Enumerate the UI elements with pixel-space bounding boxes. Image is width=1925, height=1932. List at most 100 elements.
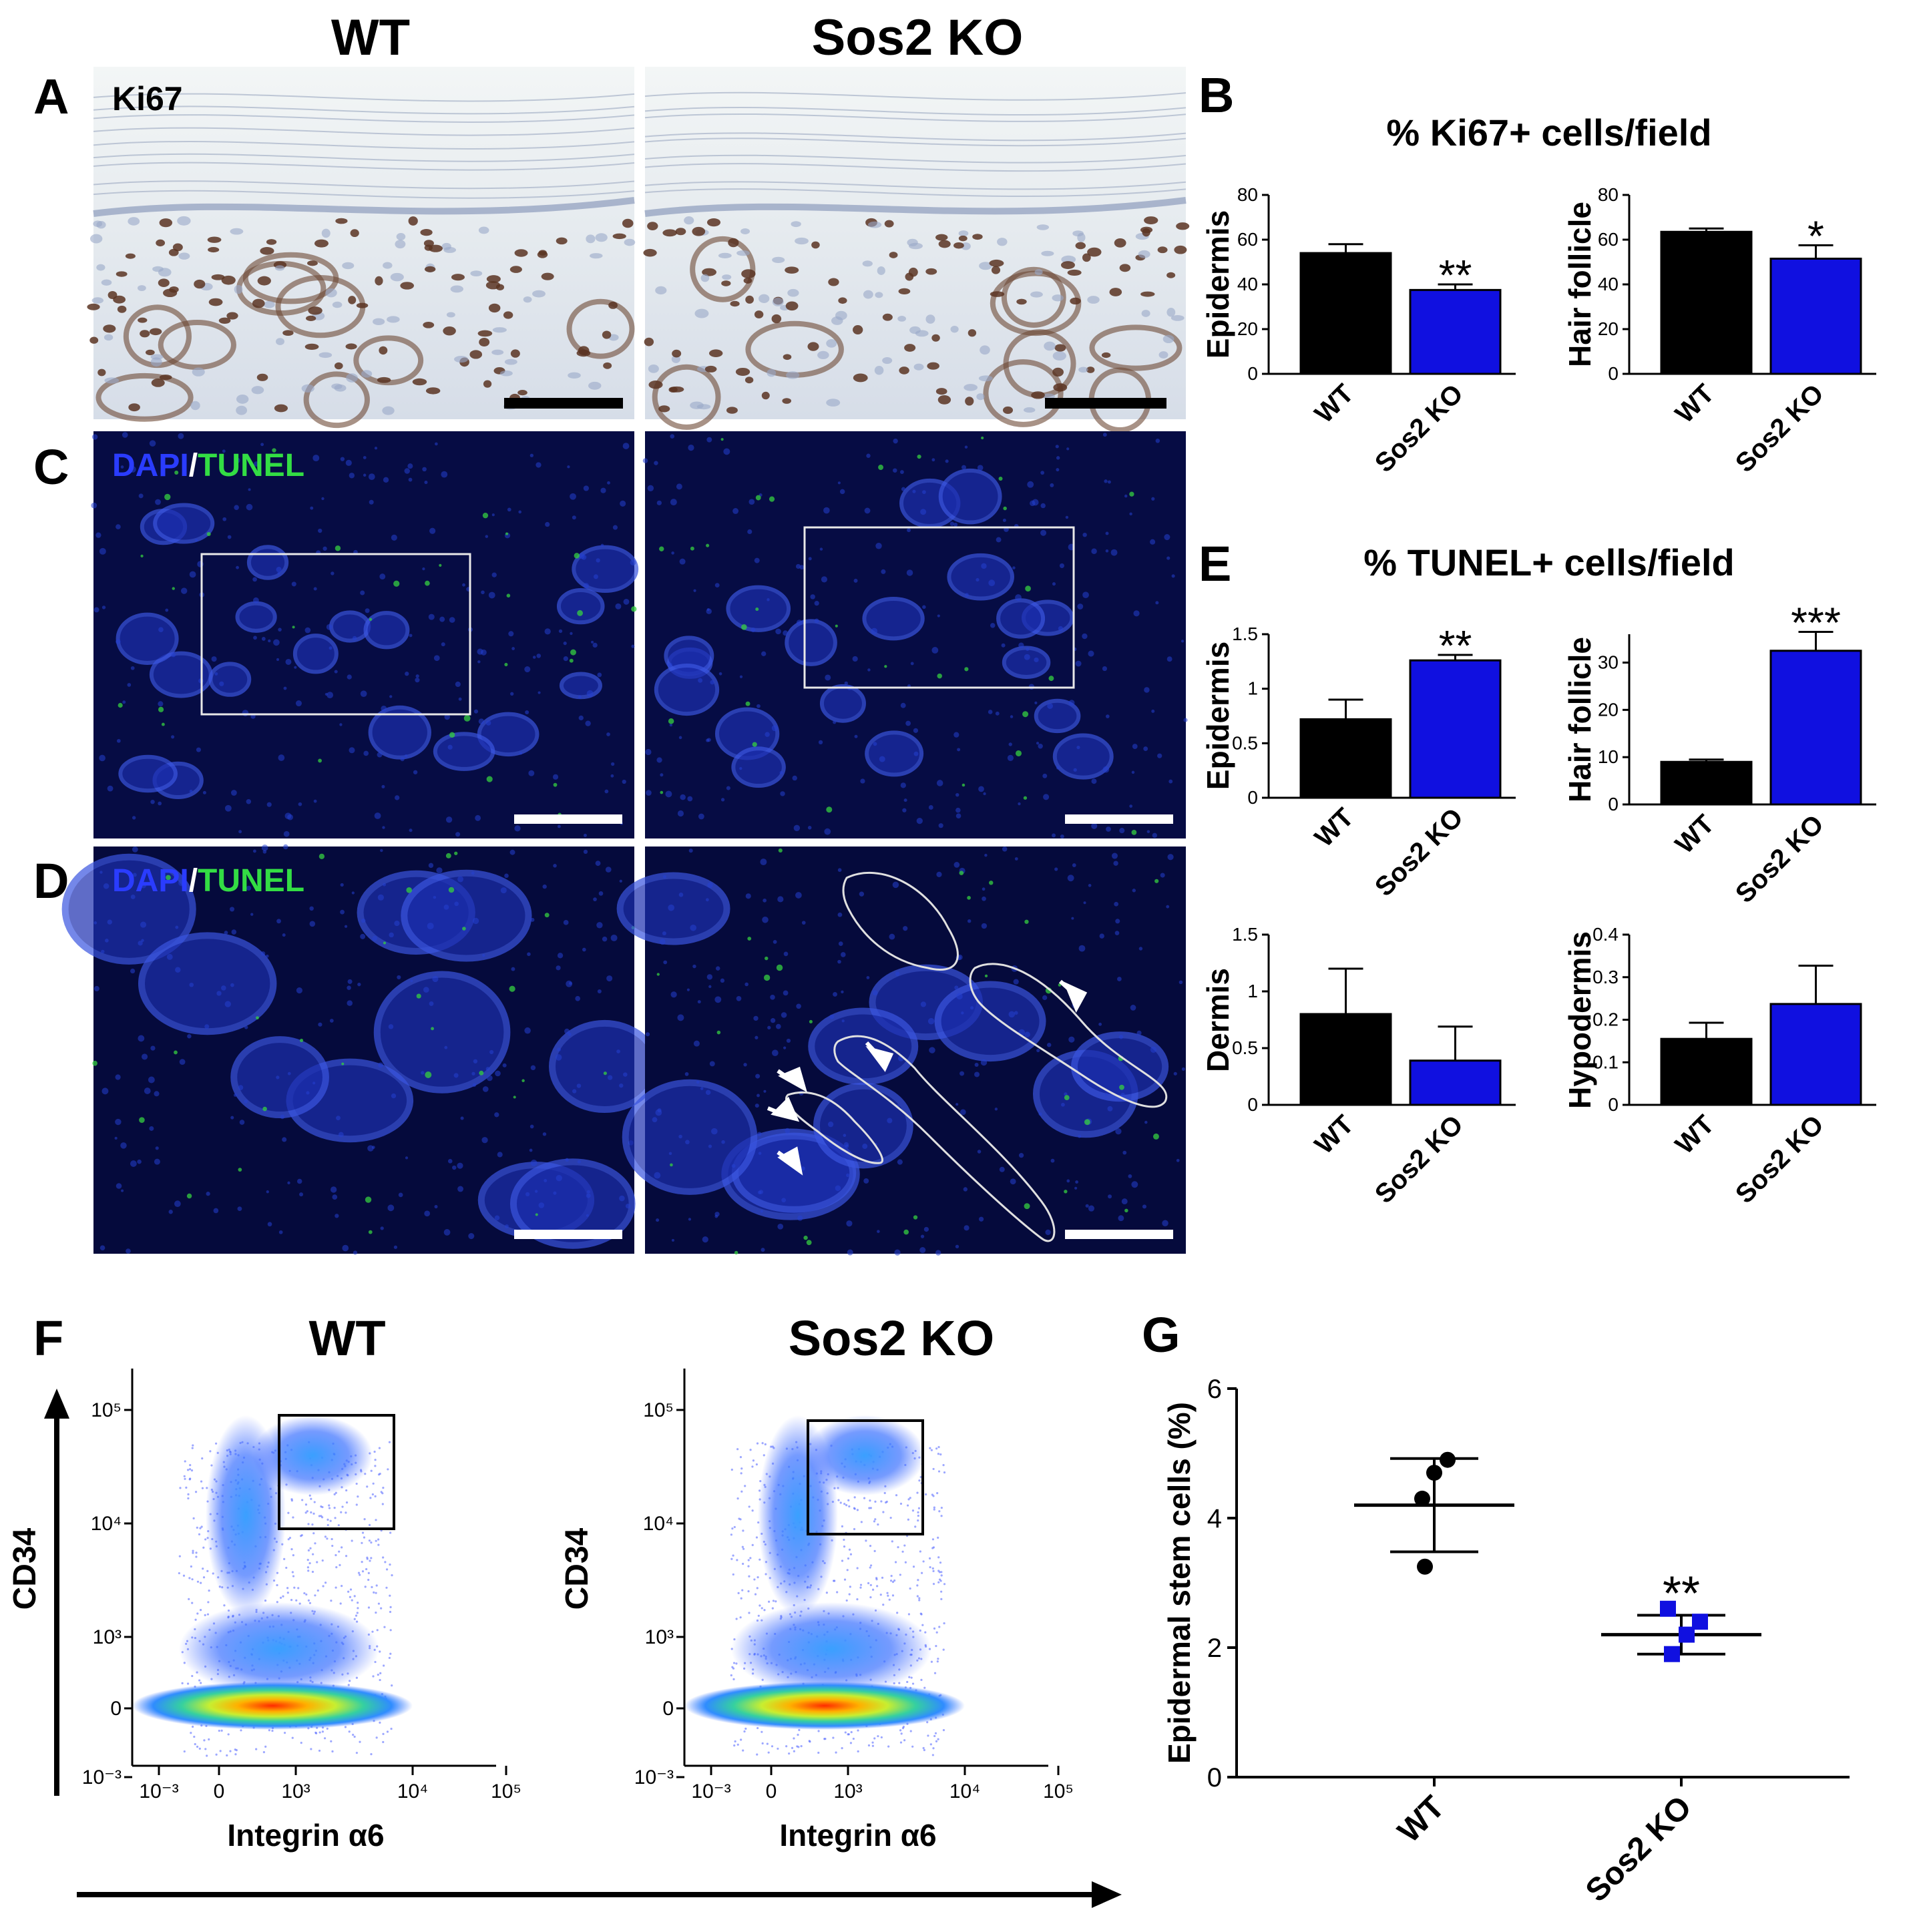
y-tick-label: 40 <box>1237 274 1258 294</box>
scale-bar <box>1065 1230 1173 1239</box>
x-tick-label: Sos2 KO <box>1730 809 1830 909</box>
y-tick-label: 0.1 <box>1592 1051 1619 1072</box>
flow-cluster <box>179 1602 379 1696</box>
x-tick-label: Sos2 KO <box>1369 379 1469 478</box>
y-tick-label: 1.5 <box>1232 624 1258 644</box>
y-axis-label: Epidermis <box>1201 210 1235 358</box>
bar-sos2ko <box>1769 1003 1862 1106</box>
bar-sos2ko <box>1409 659 1502 799</box>
flow-x-tick-label: 10³ <box>833 1780 862 1802</box>
flow-y-tick-label: 10³ <box>645 1626 674 1648</box>
chart-e-dermis: 0 0.5 1 1.5 Dermis WT Sos2 KO <box>1201 924 1516 1209</box>
x-tick-label: WT <box>1670 809 1720 859</box>
flow-y-tick-label: 0 <box>110 1698 122 1720</box>
flow-cluster <box>758 1415 838 1616</box>
flow-x-tick-label: 10⁴ <box>949 1780 980 1802</box>
y-tick-label: 0.5 <box>1232 1037 1258 1058</box>
scale-bar <box>1045 398 1166 409</box>
y-tick-label: 0 <box>1247 787 1258 808</box>
y-tick-label: 0.3 <box>1592 967 1619 987</box>
follicle-outline <box>785 1091 884 1164</box>
flow-y-tick-label: 10⁻³ <box>634 1766 674 1788</box>
stain-label-ki67: Ki67 <box>112 80 183 117</box>
y-tick-label: 0 <box>1608 1094 1619 1115</box>
flow-y-tick-label: 10⁵ <box>643 1399 674 1421</box>
y-tick-label: 0 <box>1247 363 1258 384</box>
y-tick-label: 0.5 <box>1232 732 1258 753</box>
flow-hotspot <box>132 1682 413 1730</box>
tunel-image-wt-low <box>91 431 639 838</box>
y-tick-label: 1 <box>1247 981 1258 1001</box>
flow-gate <box>278 1414 395 1530</box>
tunel-image-wt-zoom <box>61 844 660 1255</box>
y-tick-label: 30 <box>1598 652 1619 673</box>
tunel-image-sos2ko-low <box>642 431 1188 838</box>
y-tick-label: 0 <box>1247 1094 1258 1115</box>
x-tick-label: Sos2 KO <box>1369 802 1469 902</box>
ki67-image-wt <box>87 67 636 429</box>
y-tick-label: 80 <box>1237 184 1258 205</box>
bar-sos2ko <box>1409 1059 1502 1106</box>
significance-marker: ** <box>1663 1567 1700 1621</box>
follicle-outline <box>842 871 959 971</box>
bar-wt <box>1660 760 1753 806</box>
flow-x-tick-label: 10⁵ <box>1043 1780 1074 1802</box>
y-axis-label: Epidermis <box>1201 642 1235 790</box>
y-axis-label: Dermis <box>1201 968 1235 1072</box>
data-point-sos2ko <box>1660 1600 1676 1617</box>
flow-x-tick-label: 0 <box>214 1780 225 1802</box>
y-tick-label: 20 <box>1598 699 1619 720</box>
flow-cluster <box>805 1415 925 1495</box>
y-tick-label: 0 <box>1207 1763 1222 1792</box>
y-tick-label: 20 <box>1237 318 1258 339</box>
data-point-wt <box>1417 1558 1433 1575</box>
flow-header-sos2ko: Sos2 KO <box>789 1310 994 1366</box>
scale-bar <box>514 1230 622 1239</box>
header-wt: WT <box>331 9 410 66</box>
scale-bar <box>514 814 622 824</box>
scale-bar <box>504 398 623 409</box>
bar-wt <box>1299 252 1392 375</box>
bar-sos2ko <box>1409 288 1502 375</box>
y-tick-label: 60 <box>1237 229 1258 250</box>
tunel-image-sos2ko-zoom <box>616 847 1186 1256</box>
y-tick-label: 10 <box>1598 746 1619 767</box>
x-tick-label: WT <box>1670 1110 1720 1160</box>
stain-slash: / <box>189 863 198 899</box>
panel-b-title: % Ki67+ cells/field <box>1386 111 1711 154</box>
flow-plot-wt: 10⁵ 10⁴ 10³ 0 10⁻³ 10⁻³ 0 10³ 10⁴ 10⁵ CD34 Integrin… <box>7 1369 521 1853</box>
flow-y-tick-label: 10⁻³ <box>82 1766 122 1788</box>
inset-box <box>803 526 1075 689</box>
data-point-sos2ko <box>1664 1646 1680 1662</box>
flow-x-tick-label: 10⁵ <box>491 1780 521 1802</box>
data-point-wt <box>1426 1465 1442 1481</box>
data-point-sos2ko <box>1679 1626 1695 1643</box>
x-tick-label: Sos2 KO <box>1579 1789 1699 1909</box>
y-axis-label: Hair follicle <box>1562 202 1597 367</box>
y-tick-label: 0.2 <box>1592 1009 1619 1030</box>
inset-box <box>200 553 471 716</box>
ki67-image-sos2ko <box>643 67 1190 433</box>
stain-dapi: DAPI <box>112 448 189 483</box>
flow-x-axis-label: Integrin α6 <box>227 1818 384 1853</box>
stain-label-c: DAPI/TUNEL <box>112 448 304 483</box>
stain-tunel: TUNEL <box>198 863 304 899</box>
x-tick-label: Sos2 KO <box>1369 1110 1469 1209</box>
svg-text:DAPI/TUNEL: DAPI/TUNEL <box>112 863 304 899</box>
x-tick-label: Sos2 KO <box>1730 1110 1830 1209</box>
svg-text:DAPI/TUNEL: DAPI/TUNEL <box>112 448 304 483</box>
flow-cluster <box>252 1415 373 1495</box>
flow-x-tick-label: 0 <box>766 1780 777 1802</box>
y-axis-label: Epidermal stem cells (%) <box>1162 1402 1197 1764</box>
x-tick-label: WT <box>1670 379 1720 429</box>
flow-hotspot <box>684 1682 965 1730</box>
stain-slash: / <box>189 448 198 483</box>
follicle-outline <box>969 963 1168 1108</box>
panel-label-f: F <box>33 1310 63 1366</box>
bar-wt <box>1660 1037 1753 1106</box>
y-tick-label: 2 <box>1207 1634 1222 1663</box>
panel-label-c: C <box>33 439 69 495</box>
